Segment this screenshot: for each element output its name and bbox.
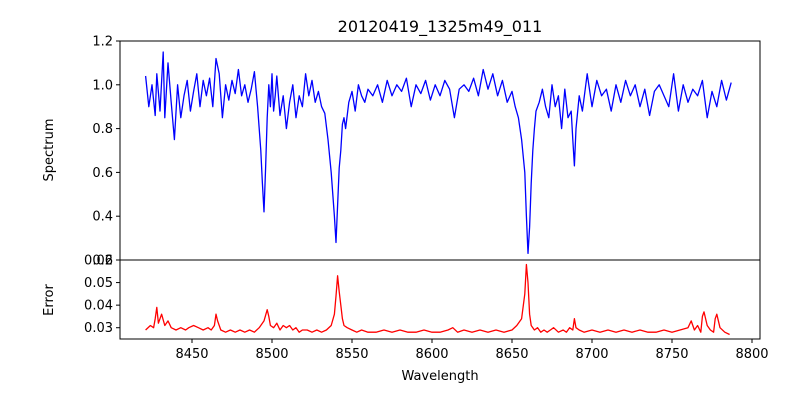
- spectrum-y-tick-label: 1.2: [92, 35, 113, 50]
- x-tick-label: 8600: [415, 347, 448, 362]
- x-axis-label: Wavelength: [401, 369, 478, 384]
- error-panel-frame: [119, 259, 761, 340]
- spectrum-y-axis-ticks: 0.2 0.4 0.6 0.8 1.0 1.2: [92, 35, 120, 269]
- x-tick-label: 8650: [495, 347, 528, 362]
- spectrum-y-axis-label: Spectrum: [42, 119, 57, 182]
- error-y-tick-label: 0.06: [84, 254, 113, 269]
- error-y-tick-label: 0.04: [84, 299, 113, 314]
- x-tick-label: 8700: [575, 347, 608, 362]
- spectrum-y-tick-label: 0.8: [92, 122, 113, 137]
- chart-title: 20120419_1325m49_011: [338, 17, 543, 37]
- x-tick-label: 8750: [655, 347, 688, 362]
- spectrum-y-tick-label: 0.4: [92, 210, 113, 225]
- spectrum-panel: 0.2 0.4 0.6 0.8 1.0 1.2 Spectrum: [42, 35, 761, 269]
- spectrum-y-tick-label: 1.0: [92, 78, 113, 93]
- spectrum-y-tick-label: 0.2: [92, 254, 113, 269]
- error-series-line: [145, 263, 730, 336]
- x-tick-label: 8800: [735, 347, 768, 362]
- wavelength-x-axis-ticks: 8450 8500 8550 8600 8650 8700 8750 8800: [175, 339, 769, 362]
- error-panel: 0.03 0.04 0.05 0.06 8450 8500 8550 8600 8650 870…: [42, 254, 769, 385]
- x-tick-label: 8550: [335, 347, 368, 362]
- spectrum-series-line: [144, 51, 732, 255]
- x-tick-label: 8450: [175, 347, 208, 362]
- error-y-axis-ticks: 0.03 0.04 0.05 0.06: [84, 254, 120, 336]
- error-y-tick-label: 0.03: [84, 321, 113, 336]
- error-y-axis-label: Error: [42, 284, 57, 316]
- error-y-tick-label: 0.05: [84, 276, 113, 291]
- spectrum-y-tick-label: 0.6: [92, 166, 113, 181]
- x-tick-label: 8500: [255, 347, 288, 362]
